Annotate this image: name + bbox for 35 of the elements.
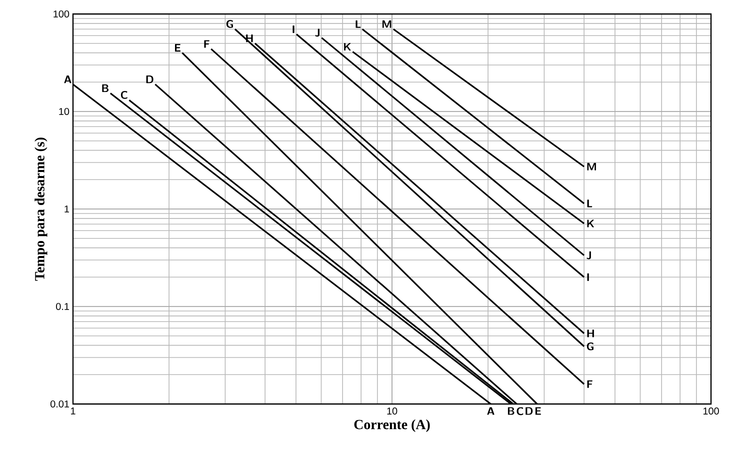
series-label: D xyxy=(146,76,154,84)
x-tick-label: 10 xyxy=(387,408,398,415)
series-label: G xyxy=(226,20,233,28)
series-label: J xyxy=(315,28,320,37)
y-tick-label: 100 xyxy=(54,10,70,18)
series-label: M xyxy=(382,20,392,28)
text: C xyxy=(516,407,524,416)
series-label: A xyxy=(64,76,72,84)
x-tick-label: 1 xyxy=(70,408,76,414)
series-label: C xyxy=(120,91,128,99)
text: D xyxy=(526,407,533,415)
text: B xyxy=(508,407,514,415)
x-tick-label: 100 xyxy=(703,408,719,415)
text: H xyxy=(587,330,594,338)
y-tick-label: 0.1 xyxy=(56,302,70,310)
y-tick-label: 0.01 xyxy=(50,400,69,408)
y-tick-label: 1 xyxy=(64,206,70,212)
text: E xyxy=(535,407,541,415)
x-axis-title: Corrente (A) xyxy=(354,419,430,432)
series-label: K xyxy=(344,42,351,51)
text: J xyxy=(586,251,591,260)
series-label: E xyxy=(174,44,181,52)
series-label: I xyxy=(292,25,294,34)
series-label: L xyxy=(356,20,361,28)
text: K xyxy=(587,220,594,228)
y-tick-label: 10 xyxy=(59,108,70,116)
text: I xyxy=(587,273,589,281)
text: M xyxy=(587,162,596,170)
text: F xyxy=(587,380,592,388)
series-label: F xyxy=(204,40,210,48)
series-label: B xyxy=(102,84,109,92)
y-axis-title: Tempo para desarme (s) xyxy=(34,138,48,281)
text: A xyxy=(487,407,494,415)
text: L xyxy=(587,200,592,208)
text: G xyxy=(586,342,594,350)
